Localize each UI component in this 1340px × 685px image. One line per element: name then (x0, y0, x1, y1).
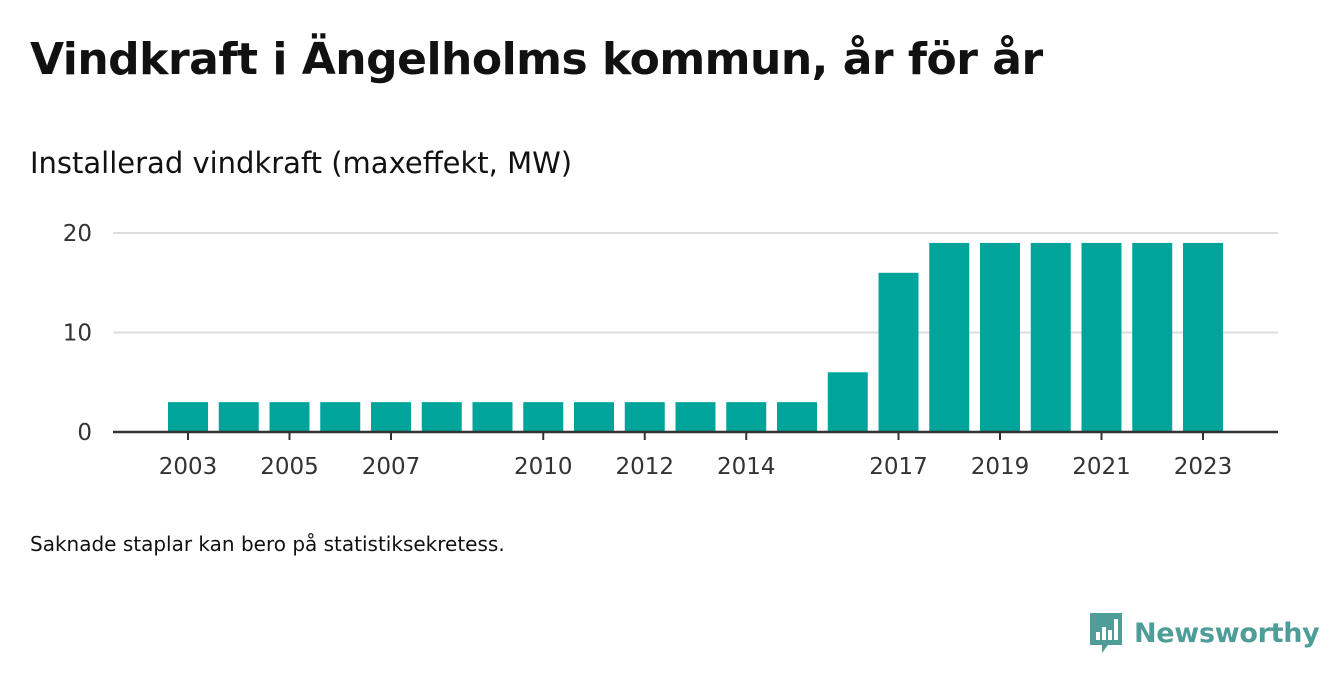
bar-2005[interactable] (269, 402, 310, 432)
x-tick-label: 2012 (615, 454, 674, 480)
footnote: Saknade staplar kan bero på statistiksek… (30, 532, 505, 556)
x-tick-label: 2023 (1174, 454, 1233, 480)
newsworthy-logo-icon (1090, 613, 1122, 653)
bar-2008[interactable] (421, 402, 462, 432)
bar-2007[interactable] (371, 402, 411, 432)
brand-logo[interactable]: Newsworthy (1088, 611, 1320, 655)
x-tick-label: 2010 (514, 454, 573, 480)
bars (168, 242, 1223, 432)
axes: 0 10 20 2003 2005 2007 2010 2012 2014 2017 2019 202… (63, 221, 1278, 480)
chart-subtitle: Installerad vindkraft (maxeffekt, MW) (30, 146, 573, 180)
chart-title: Vindkraft i Ängelholms kommun, år för år (30, 34, 1043, 85)
bar-2019[interactable] (980, 242, 1020, 432)
x-tick-label: 2014 (717, 454, 776, 480)
bar-2009[interactable] (472, 402, 513, 432)
y-tick-label: 20 (63, 221, 92, 247)
brand-name: Newsworthy (1134, 617, 1320, 649)
bar-2018[interactable] (929, 242, 970, 432)
bar-2013[interactable] (675, 402, 716, 432)
y-tick-label: 10 (63, 321, 92, 347)
x-tick-label: 2003 (159, 454, 218, 480)
y-tick-label: 0 (77, 420, 92, 446)
bar-2022[interactable] (1132, 242, 1173, 432)
bar-2010[interactable] (523, 402, 564, 432)
x-tick-label: 2005 (260, 454, 319, 480)
x-tick-label: 2019 (971, 454, 1030, 480)
bar-2006[interactable] (320, 402, 361, 432)
bar-2014[interactable] (726, 402, 767, 432)
x-tick-label: 2007 (362, 454, 421, 480)
bar-2004[interactable] (218, 402, 259, 432)
x-tick-label: 2017 (869, 454, 928, 480)
bar-2011[interactable] (574, 402, 614, 432)
bar-2021[interactable] (1081, 242, 1122, 432)
bar-2023[interactable] (1183, 242, 1223, 432)
bar-chart: 0 10 20 2003 2005 2007 2010 2012 2014 2017 2019 202… (63, 221, 1278, 480)
bar-2017[interactable] (878, 272, 919, 432)
bar-2012[interactable] (624, 402, 665, 432)
bar-2020[interactable] (1030, 242, 1071, 432)
bar-2015[interactable] (777, 402, 817, 432)
bar-2016[interactable] (827, 372, 868, 432)
bar-2003[interactable] (168, 402, 208, 432)
x-tick-label: 2021 (1072, 454, 1131, 480)
